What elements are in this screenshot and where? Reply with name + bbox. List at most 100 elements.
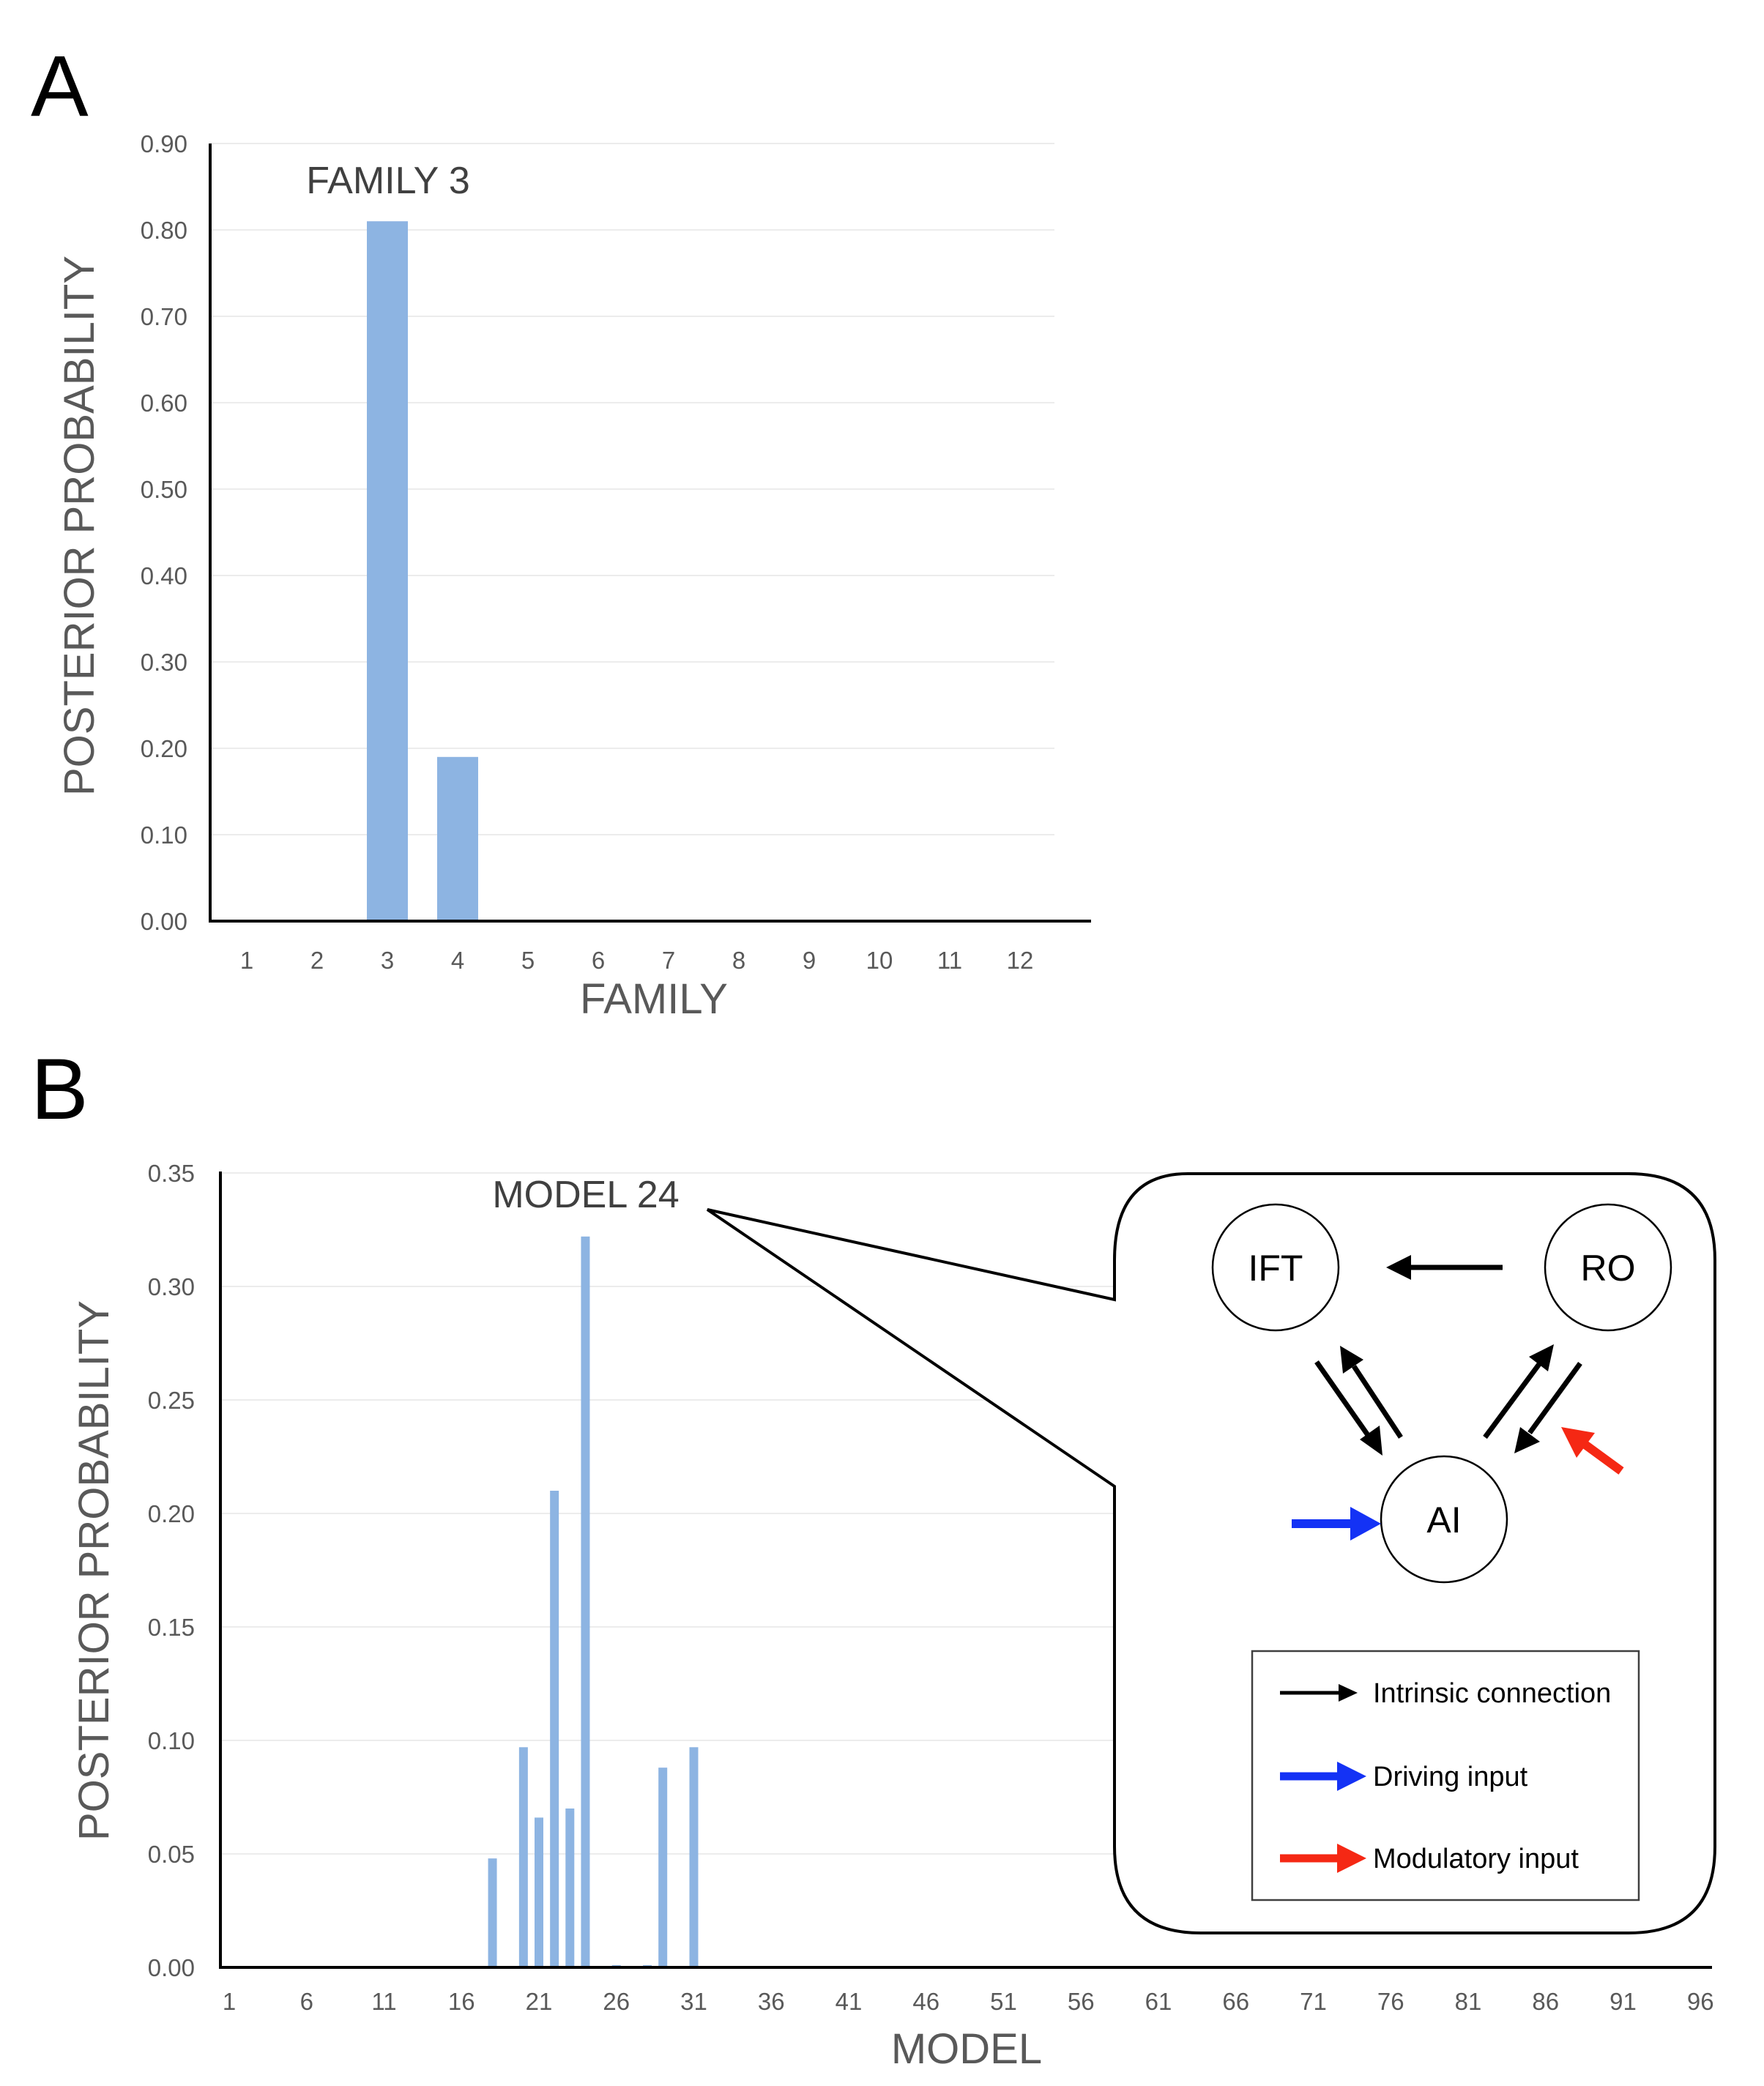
chart-b-x-tick: 96 [1687, 1988, 1714, 2015]
model-24-callout: MODEL 24 IFT RO AI [492, 1172, 1716, 1934]
chart-a-y-tick: 0.40 [141, 562, 187, 589]
chart-a-gridlines [210, 143, 1054, 835]
legend-driving-label: Driving input [1373, 1762, 1528, 1792]
chart-b-bar-model-18 [488, 1858, 497, 1967]
chart-b-bar-model-23 [565, 1809, 575, 1967]
chart-b-bar-model-24 [581, 1236, 590, 1967]
chart-b-x-tick: 51 [990, 1988, 1017, 2015]
chart-a-bar-4 [437, 756, 478, 921]
legend-intrinsic: Intrinsic connection [1280, 1678, 1611, 1709]
chart-a-x-tick: 7 [662, 947, 675, 974]
chart-b-x-axis-title: MODEL [891, 2025, 1042, 2073]
chart-b-x-tick: 46 [912, 1988, 939, 2015]
modulatory-input-arrow [1561, 1427, 1624, 1475]
panel-a-label: A [31, 38, 89, 135]
node-ift-label: IFT [1248, 1248, 1303, 1289]
arrow-ai-to-ift [1340, 1346, 1403, 1439]
chart-a-x-tick: 10 [866, 947, 893, 974]
chart-a-y-tick: 0.60 [141, 390, 187, 417]
chart-a-x-tick: 1 [240, 947, 253, 974]
legend-intrinsic-label: Intrinsic connection [1373, 1678, 1611, 1709]
chart-b-y-tick: 0.05 [148, 1841, 195, 1868]
chart-b-y-tick: 0.35 [148, 1160, 195, 1187]
intrinsic-connections [1314, 1255, 1582, 1456]
chart-b-x-tick: 1 [223, 1988, 236, 2015]
chart-a-y-tick: 0.10 [141, 822, 187, 849]
chart-a-x-axis-title: FAMILY [580, 975, 728, 1023]
chart-a-annotation: FAMILY 3 [306, 160, 470, 202]
chart-b-bars [488, 1236, 699, 1967]
chart-a-x-tick: 6 [592, 947, 605, 974]
legend-modulatory: Modulatory input [1280, 1844, 1579, 1874]
chart-b-x-tick: 76 [1377, 1988, 1404, 2015]
chart-a-x-tick: 3 [381, 947, 394, 974]
chart-b-x-tick: 21 [526, 1988, 553, 2015]
arrow-ro-to-ift [1386, 1255, 1503, 1280]
chart-b-x-tick: 16 [448, 1988, 475, 2015]
chart-b-y-tick: 0.25 [148, 1387, 195, 1414]
chart-b-y-tick: 0.15 [148, 1614, 195, 1641]
node-ro: RO [1544, 1203, 1672, 1332]
chart-b-y-tick: 0.10 [148, 1727, 195, 1754]
chart-a-y-tick: 0.20 [141, 735, 187, 762]
chart-b-bar-model-31 [689, 1747, 699, 1967]
chart-b-x-tick: 6 [300, 1988, 313, 2015]
node-ai: AI [1380, 1455, 1508, 1584]
chart-b-y-tick-labels: 0.00 0.05 0.10 0.15 0.20 0.25 0.30 0.35 [148, 1160, 195, 1981]
chart-b-bar-model-22 [550, 1491, 559, 1967]
chart-b-x-tick: 41 [836, 1988, 863, 2015]
chart-b-gridlines [220, 1172, 1186, 1855]
chart-b-bar-model-29 [658, 1767, 668, 1967]
chart-b-y-tick: 0.30 [148, 1273, 195, 1300]
node-ift: IFT [1211, 1203, 1340, 1332]
chart-a-y-tick-labels: 0.00 0.10 0.20 0.30 0.40 0.50 0.60 0.70 0.80 0.90 [141, 130, 187, 935]
chart-b-x-tick: 91 [1609, 1988, 1637, 2015]
chart-a-x-tick: 8 [732, 947, 745, 974]
panel-b-label: B [31, 1041, 89, 1138]
chart-b-x-tick: 31 [680, 1988, 707, 2015]
chart-b: 0.000.050.100.150.200.250.300.35 1 6 11 16 2… [70, 1160, 1714, 2073]
chart-b-bar-model-20 [518, 1747, 528, 1967]
chart-a-x-tick-labels: 1 2 3 4 5 6 7 8 9 10 11 12 [240, 947, 1034, 974]
chart-b-x-tick: 56 [1068, 1988, 1095, 2015]
chart-b-x-tick: 61 [1145, 1988, 1172, 2015]
chart-b-x-tick-labels: 1 6 11 16 21 26 31 36 41 46 51 56 61 66 71 76 81 86 91 96 [223, 1988, 1714, 2015]
chart-b-x-tick: 86 [1532, 1988, 1559, 2015]
chart-b-x-tick: 11 [371, 1988, 396, 2015]
legend-driving: Driving input [1280, 1762, 1528, 1792]
chart-b-x-tick: 81 [1455, 1988, 1482, 2015]
chart-a-x-tick: 4 [451, 947, 464, 974]
chart-b-y-axis-title: POSTERIOR PROBABILITY [70, 1300, 118, 1841]
chart-a-y-tick: 0.80 [141, 217, 187, 244]
chart-a-bar-3 [367, 221, 408, 921]
arrow-ro-to-ai [1514, 1361, 1582, 1453]
chart-b-x-tick: 71 [1300, 1988, 1327, 2015]
chart-a: 0.00 0.10 0.20 0.30 0.40 0.50 0.60 0.70 0.80 0.90… [56, 130, 1091, 1023]
chart-b-x-tick: 66 [1222, 1988, 1249, 2015]
chart-a-y-tick: 0.30 [141, 649, 187, 676]
chart-a-x-tick: 11 [937, 947, 962, 974]
chart-a-y-axis-title: POSTERIOR PROBABILITY [56, 256, 103, 796]
chart-a-y-tick: 0.70 [141, 303, 187, 330]
model-24-annotation: MODEL 24 [492, 1174, 679, 1216]
chart-b-y-tick: 0.00 [148, 1954, 195, 1981]
chart-b-y-tick: 0.20 [148, 1500, 195, 1527]
chart-b-x-tick: 26 [603, 1988, 630, 2015]
node-ai-label: AI [1426, 1500, 1461, 1541]
chart-a-y-tick: 0.90 [141, 130, 187, 157]
chart-b-x-tick: 36 [758, 1988, 785, 2015]
node-ro-label: RO [1581, 1248, 1636, 1289]
chart-a-x-tick: 2 [310, 947, 324, 974]
arrow-ift-to-ai [1314, 1360, 1382, 1456]
driving-input-arrow [1292, 1507, 1381, 1541]
diagram-legend: Intrinsic connection Driving input Modul… [1251, 1650, 1640, 1901]
chart-b-bar-model-21 [535, 1817, 543, 1967]
chart-a-x-tick: 9 [803, 947, 816, 974]
chart-a-bars [367, 221, 478, 921]
chart-a-y-tick: 0.50 [141, 476, 187, 503]
chart-a-x-tick: 12 [1007, 947, 1034, 974]
legend-modulatory-label: Modulatory input [1373, 1844, 1579, 1874]
chart-a-x-tick: 5 [521, 947, 535, 974]
chart-a-y-tick: 0.00 [141, 908, 187, 935]
